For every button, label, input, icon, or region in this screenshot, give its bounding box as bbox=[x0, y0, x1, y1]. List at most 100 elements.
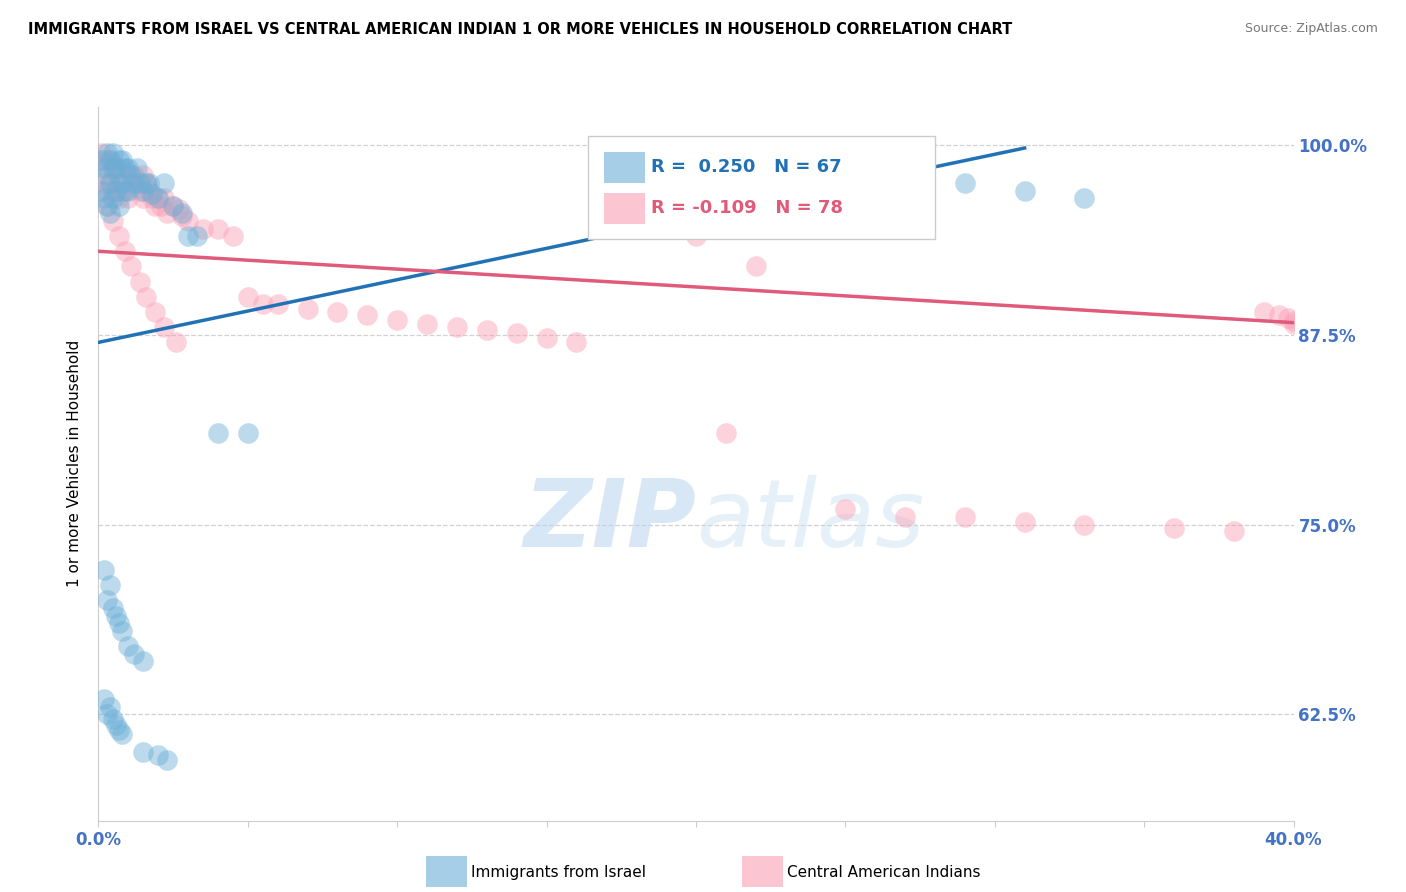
Point bbox=[172, 210, 194, 224]
Point bbox=[207, 221, 229, 235]
Point bbox=[93, 161, 115, 175]
Point bbox=[222, 229, 245, 244]
Point bbox=[1163, 520, 1185, 534]
Point bbox=[167, 202, 190, 216]
Point bbox=[148, 191, 170, 205]
Point bbox=[117, 169, 139, 183]
FancyBboxPatch shape bbox=[588, 136, 935, 239]
Point bbox=[1014, 184, 1036, 198]
Point bbox=[96, 199, 118, 213]
Point bbox=[565, 335, 588, 350]
Point bbox=[93, 153, 115, 168]
Point bbox=[834, 502, 856, 516]
Point bbox=[714, 426, 737, 441]
Point bbox=[96, 161, 118, 175]
FancyBboxPatch shape bbox=[605, 152, 644, 184]
Point bbox=[297, 301, 319, 316]
Point bbox=[150, 199, 173, 213]
Text: Source: ZipAtlas.com: Source: ZipAtlas.com bbox=[1244, 22, 1378, 36]
Point bbox=[135, 290, 157, 304]
Point bbox=[1267, 308, 1289, 322]
Point bbox=[120, 176, 142, 190]
Point bbox=[685, 229, 707, 244]
Point bbox=[103, 191, 125, 205]
Point bbox=[111, 161, 134, 175]
Point bbox=[894, 510, 917, 524]
Point bbox=[132, 191, 155, 205]
Point bbox=[100, 153, 122, 168]
Point bbox=[120, 169, 142, 183]
Point bbox=[506, 326, 529, 341]
Point bbox=[385, 312, 409, 326]
Point bbox=[93, 563, 115, 577]
Point bbox=[111, 153, 134, 168]
Point bbox=[446, 320, 468, 334]
Point bbox=[108, 176, 131, 190]
Point bbox=[162, 199, 184, 213]
Point bbox=[103, 161, 125, 175]
Point bbox=[1223, 524, 1246, 538]
Point bbox=[90, 153, 112, 168]
Point bbox=[177, 214, 200, 228]
Point bbox=[236, 426, 259, 441]
Point bbox=[108, 199, 131, 213]
Point bbox=[148, 191, 170, 205]
Point bbox=[117, 639, 139, 653]
Point bbox=[96, 145, 118, 160]
Point bbox=[108, 191, 131, 205]
Point bbox=[127, 176, 149, 190]
Point bbox=[953, 176, 976, 190]
Point bbox=[141, 191, 163, 205]
Point bbox=[153, 176, 176, 190]
Point bbox=[103, 712, 125, 726]
Point bbox=[1073, 517, 1095, 532]
Point bbox=[207, 426, 229, 441]
Point bbox=[143, 305, 166, 319]
Point bbox=[252, 297, 274, 311]
Point bbox=[100, 176, 122, 190]
Point bbox=[132, 745, 155, 759]
Point bbox=[96, 199, 118, 213]
Point bbox=[111, 727, 134, 741]
Point bbox=[153, 191, 176, 205]
Point bbox=[108, 169, 131, 183]
Text: atlas: atlas bbox=[696, 475, 924, 566]
Point bbox=[124, 176, 146, 190]
Point bbox=[1073, 191, 1095, 205]
Point bbox=[148, 748, 170, 763]
Point bbox=[953, 510, 976, 524]
Point bbox=[108, 723, 131, 737]
Point bbox=[138, 176, 160, 190]
Point bbox=[117, 191, 139, 205]
Point bbox=[1282, 314, 1305, 328]
Point bbox=[105, 161, 128, 175]
Point bbox=[143, 199, 166, 213]
Point bbox=[186, 229, 208, 244]
Point bbox=[103, 214, 125, 228]
Point bbox=[129, 176, 152, 190]
Point bbox=[114, 161, 136, 175]
Point bbox=[105, 184, 128, 198]
Point bbox=[93, 191, 115, 205]
Point bbox=[1253, 305, 1275, 319]
Point bbox=[536, 331, 558, 345]
Point bbox=[1014, 515, 1036, 529]
Point bbox=[90, 145, 112, 160]
Point bbox=[162, 199, 184, 213]
Point bbox=[105, 608, 128, 623]
Point bbox=[177, 229, 200, 244]
Point bbox=[626, 214, 648, 228]
Point bbox=[103, 184, 125, 198]
Point bbox=[114, 244, 136, 259]
Point bbox=[132, 169, 155, 183]
Point bbox=[165, 335, 187, 350]
Point bbox=[100, 176, 122, 190]
Point bbox=[96, 184, 118, 198]
FancyBboxPatch shape bbox=[605, 193, 644, 224]
Point bbox=[96, 593, 118, 607]
Text: R =  0.250   N = 67: R = 0.250 N = 67 bbox=[651, 158, 841, 176]
Text: Immigrants from Israel: Immigrants from Israel bbox=[471, 865, 645, 880]
Point bbox=[90, 184, 112, 198]
Point bbox=[153, 320, 176, 334]
Point bbox=[135, 176, 157, 190]
